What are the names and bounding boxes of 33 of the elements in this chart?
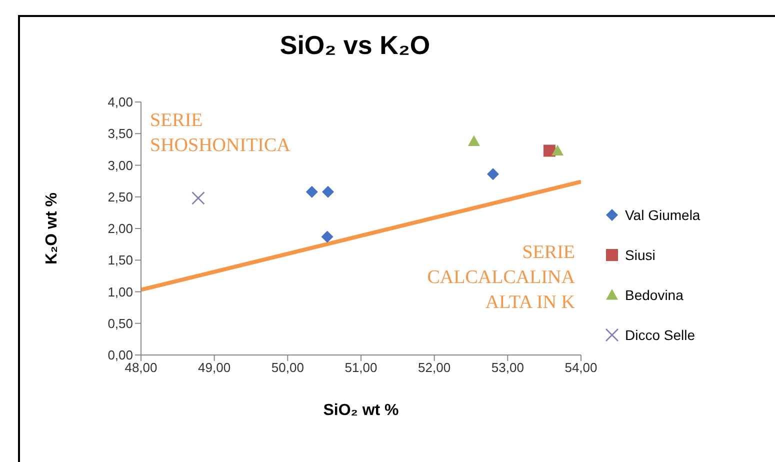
point <box>543 144 556 157</box>
legend-label: Dicco Selle <box>625 327 696 343</box>
point <box>321 230 334 243</box>
x-tick-label: 53,00 <box>491 360 524 376</box>
x-tick-label: 50,00 <box>271 360 304 376</box>
y-tick-label: 3,50 <box>108 126 133 142</box>
point <box>468 135 480 146</box>
y-tick-label: 1,00 <box>108 284 133 300</box>
y-tick-label: 0,50 <box>108 316 133 331</box>
y-tick-label: 2,00 <box>108 221 133 236</box>
x-tick-label: 49,00 <box>198 360 231 376</box>
legend-label: Siusi <box>625 247 656 263</box>
x-tick-label: 54,00 <box>564 360 598 376</box>
point <box>192 191 205 205</box>
y-axis-title: K₂O wt % <box>44 192 61 264</box>
y-tick-label: 0,00 <box>108 348 133 363</box>
point <box>322 186 334 198</box>
point <box>306 186 318 198</box>
x-tick-label: 48,00 <box>124 360 158 376</box>
x-tick-label: 51,00 <box>344 360 378 376</box>
point <box>487 168 499 180</box>
y-tick-label: 1,50 <box>108 252 133 268</box>
legend-label: Val Giumela <box>625 207 700 223</box>
legend-label: Bedovina <box>625 287 684 303</box>
chart-title: SiO₂ vs K₂O <box>278 30 432 61</box>
y-tick-label: 4,00 <box>108 94 133 110</box>
x-axis-title: SiO₂ wt % <box>323 402 399 419</box>
x-tick-label: 52,00 <box>418 360 451 376</box>
point <box>552 144 564 156</box>
y-tick-label: 3,00 <box>108 158 133 173</box>
annotation: SERIE SHOSHONITICA <box>150 109 290 158</box>
annotation: SERIE CALCALCALINA ALTA IN K <box>427 241 575 315</box>
y-tick-label: 2,50 <box>108 189 133 204</box>
